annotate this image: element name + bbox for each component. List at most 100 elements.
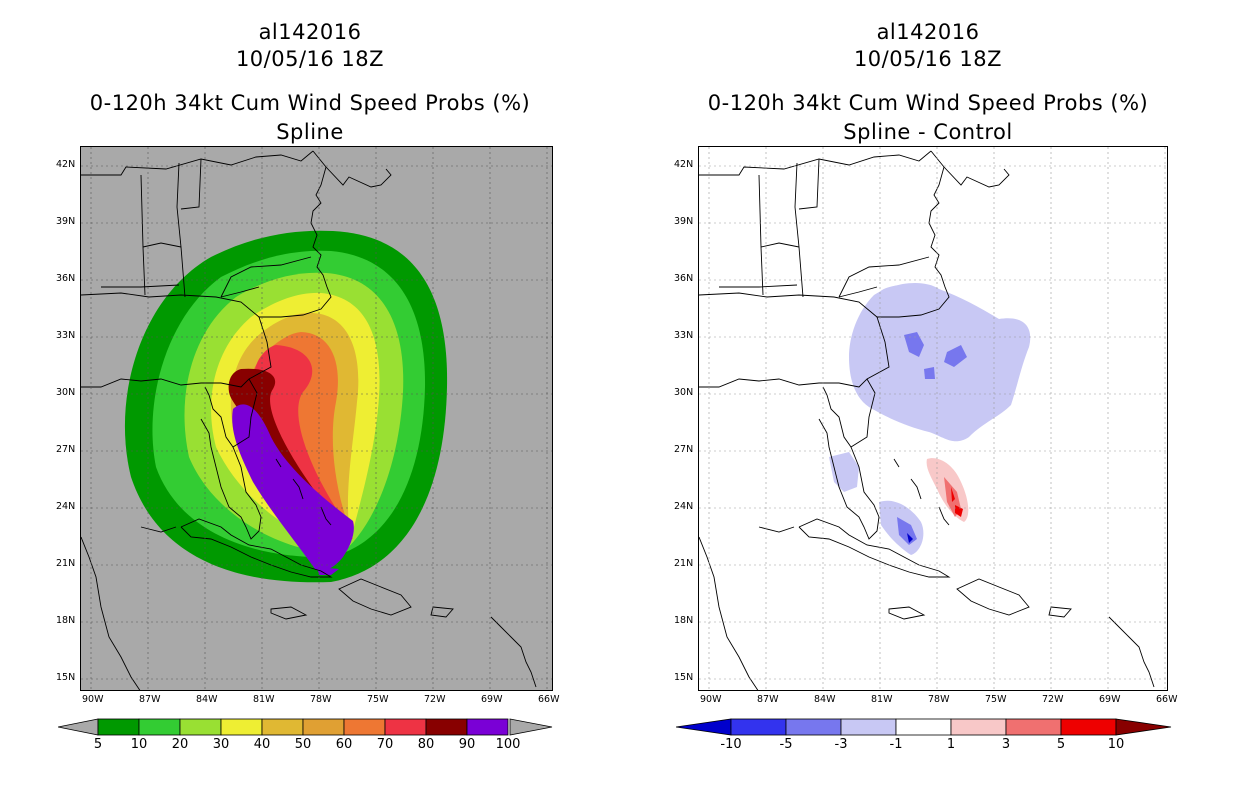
colorbar-swatch (895, 718, 952, 736)
colorbar-label: 50 (294, 737, 312, 752)
colorbar-label: -5 (779, 737, 793, 752)
diff-neg1-area (877, 285, 914, 297)
colorbar-label: 80 (417, 737, 435, 752)
left-product-title: 0-120h 34kt Cum Wind Speed Probs (%) (89, 91, 531, 115)
colorbar-swatch (1005, 718, 1062, 736)
colorbar-swatch (676, 718, 732, 736)
right-product-title: 0-120h 34kt Cum Wind Speed Probs (%) (707, 91, 1149, 115)
lon-label: 75W (985, 694, 1007, 705)
lat-label: 30N (56, 387, 76, 398)
left-map (81, 147, 552, 690)
lat-label: 15N (56, 672, 76, 683)
colorbar-label: 30 (212, 737, 230, 752)
colorbar-label: 60 (335, 737, 353, 752)
colorbar-swatch (466, 718, 509, 736)
colorbar-label: 70 (376, 737, 394, 752)
right-grid (699, 147, 1167, 690)
lat-label: 39N (56, 216, 76, 227)
lon-label: 69W (1099, 694, 1121, 705)
left-subtitle: Spline (276, 120, 344, 144)
lon-label: 75W (367, 694, 389, 705)
lat-label: 36N (56, 273, 76, 284)
lon-label: 66W (538, 694, 560, 705)
colorbar-label: 20 (171, 737, 189, 752)
colorbar-label: 10 (130, 737, 148, 752)
lat-label: 18N (674, 615, 694, 626)
colorbar-over-arrow (509, 718, 553, 736)
lat-label: 24N (674, 501, 694, 512)
lon-label: 81W (871, 694, 893, 705)
prob-90-100-contour (232, 404, 354, 572)
right-subtitle: Spline - Control (843, 120, 1013, 144)
colorbar-label: 1 (946, 737, 956, 752)
lat-label: 27N (674, 444, 694, 455)
lat-label: 15N (674, 672, 694, 683)
colorbar-label: 40 (253, 737, 271, 752)
left-colorbar (58, 718, 553, 736)
colorbar-under-arrow (58, 718, 99, 736)
lon-label: 87W (757, 694, 779, 705)
lat-label: 18N (56, 615, 76, 626)
colorbar-label: -3 (834, 737, 848, 752)
right-map (699, 147, 1167, 690)
colorbar-label: 5 (93, 737, 103, 752)
left-map-frame (80, 146, 553, 691)
diff-pos5-area (951, 487, 955, 502)
colorbar-swatch (261, 718, 304, 736)
diff-neg3-area (924, 367, 935, 379)
lon-label: 72W (1042, 694, 1064, 705)
diff-neg10-area (907, 533, 913, 543)
lon-label: 78W (928, 694, 950, 705)
right-coastlines (699, 150, 1155, 690)
lat-label: 21N (674, 558, 694, 569)
colorbar-swatch (384, 718, 427, 736)
colorbar-label: 100 (495, 737, 521, 752)
lon-label: 90W (700, 694, 722, 705)
lat-label: 24N (56, 501, 76, 512)
colorbar-swatch (425, 718, 468, 736)
right-colorbar (676, 718, 1172, 736)
colorbar-swatch (1115, 718, 1172, 736)
lon-label: 84W (814, 694, 836, 705)
diff-pos5-area (955, 505, 963, 517)
lon-label: 90W (82, 694, 104, 705)
lon-label: 84W (196, 694, 218, 705)
lat-label: 42N (56, 159, 76, 170)
colorbar-label: 90 (458, 737, 476, 752)
colorbar-swatch (343, 718, 386, 736)
lat-label: 21N (56, 558, 76, 569)
colorbar-swatch (220, 718, 263, 736)
lon-label: 66W (1156, 694, 1178, 705)
left-storm-id: al142016 (258, 20, 362, 44)
right-date: 10/05/16 18Z (853, 47, 1003, 71)
colorbar-swatch (179, 718, 222, 736)
lat-label: 36N (674, 273, 694, 284)
right-storm-id: al142016 (876, 20, 980, 44)
colorbar-swatch (97, 718, 140, 736)
prob-core-strip (317, 567, 339, 575)
colorbar-swatch (302, 718, 345, 736)
colorbar-swatch (950, 718, 1007, 736)
lat-label: 33N (674, 330, 694, 341)
lat-label: 33N (56, 330, 76, 341)
colorbar-label: 3 (1001, 737, 1011, 752)
lat-label: 39N (674, 216, 694, 227)
colorbar-swatch (785, 718, 842, 736)
colorbar-label: 10 (1107, 737, 1125, 752)
diff-neg1-area (829, 452, 859, 492)
lon-label: 69W (481, 694, 503, 705)
colorbar-label: 5 (1056, 737, 1066, 752)
colorbar-label: -1 (889, 737, 903, 752)
lat-label: 30N (674, 387, 694, 398)
lon-label: 87W (139, 694, 161, 705)
colorbar-label: -10 (720, 737, 742, 752)
right-map-frame (698, 146, 1168, 691)
left-date: 10/05/16 18Z (235, 47, 385, 71)
left-grid (81, 147, 552, 690)
lon-label: 78W (310, 694, 332, 705)
colorbar-swatch (138, 718, 181, 736)
lon-label: 81W (253, 694, 275, 705)
colorbar-swatch (730, 718, 787, 736)
diff-neg3-area (904, 332, 924, 357)
diff-neg1-area (849, 283, 1031, 442)
